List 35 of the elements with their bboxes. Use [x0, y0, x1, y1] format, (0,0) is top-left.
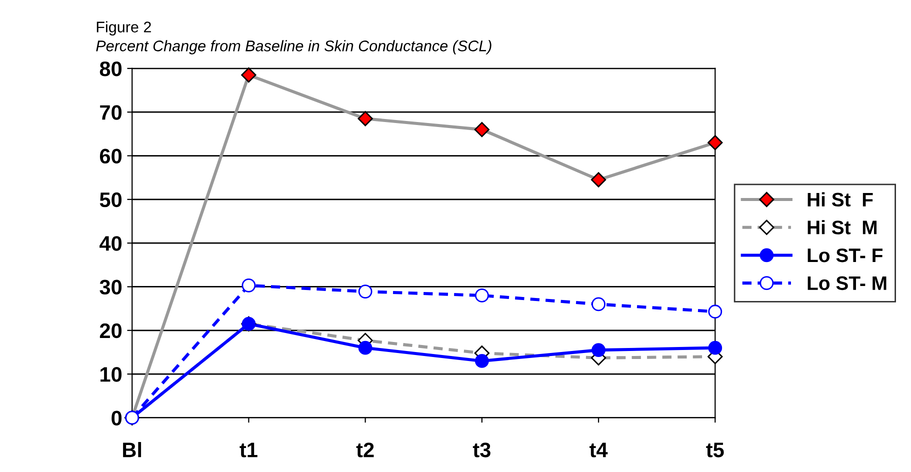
point: [241, 67, 256, 83]
point: [708, 304, 722, 319]
point: [592, 297, 606, 312]
point: [592, 343, 606, 357]
y-tick-label: 30: [100, 280, 122, 295]
y-tick-label: 50: [100, 192, 122, 208]
point: [474, 288, 489, 302]
legend-label: Lo ST- M: [808, 276, 886, 290]
y-tick-label: 70: [100, 105, 122, 120]
y-tick-label: 20: [100, 323, 122, 338]
point: [708, 340, 722, 355]
point: [474, 122, 490, 138]
point: [358, 340, 372, 355]
y-tick-label: 40: [100, 236, 122, 251]
point: [708, 135, 723, 150]
point: [242, 278, 256, 292]
chart-subtitle: Percent Change from Baseline in Skin Conductance (SCL): [96, 40, 492, 54]
x-tick-label: Bl: [123, 442, 142, 458]
x-tick-label: t4: [590, 442, 608, 458]
x-tick-label: t5: [706, 442, 724, 458]
legend-label: Hi St F: [808, 192, 873, 207]
point: [358, 111, 373, 126]
x-tick-label: t3: [472, 442, 490, 458]
legend-label: Hi St M: [808, 220, 877, 234]
x-tick-label: t2: [356, 442, 374, 458]
legend-label: Lo ST- F: [808, 248, 882, 262]
x-tick-label: t1: [240, 442, 258, 458]
y-tick-label: 0: [112, 410, 122, 426]
point: [590, 172, 606, 188]
point: [358, 284, 372, 298]
y-tick-label: 80: [100, 61, 122, 76]
point: [474, 354, 489, 368]
y-tick-label: 60: [100, 148, 122, 164]
y-tick-label: 10: [100, 367, 122, 382]
chart-title: Figure 2: [96, 21, 151, 36]
